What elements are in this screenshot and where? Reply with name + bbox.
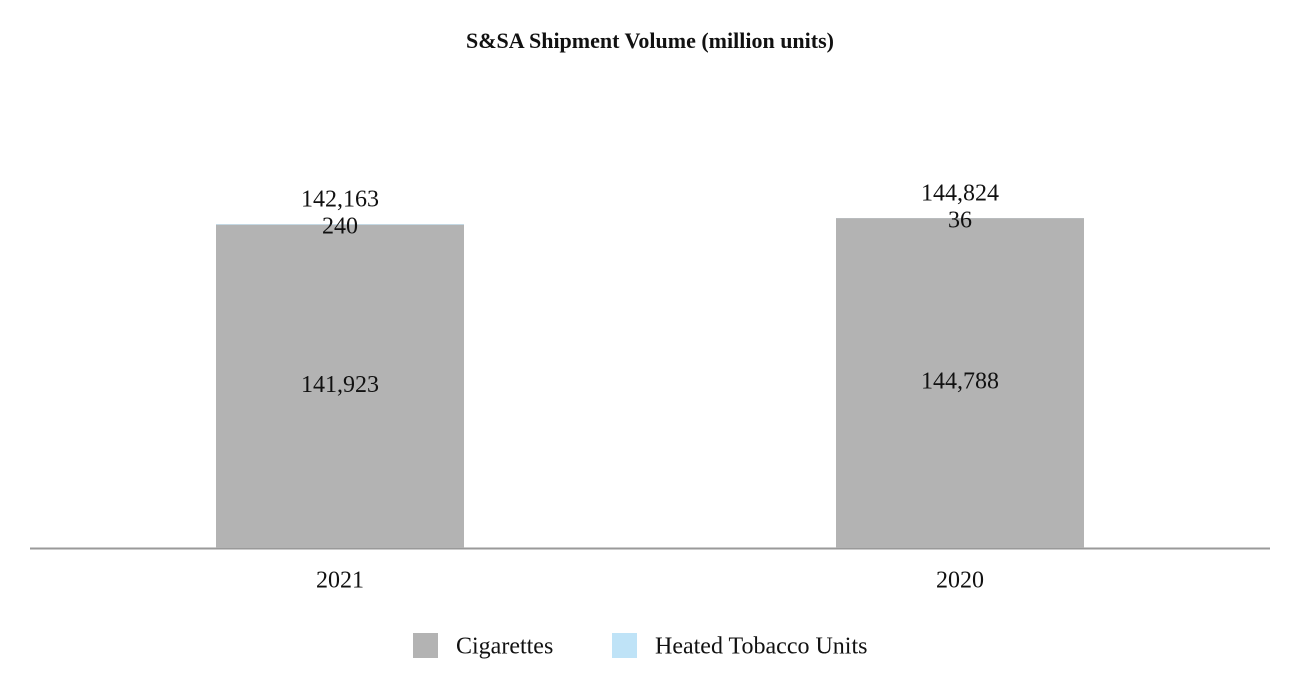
x-tick-label: 2020 xyxy=(936,568,984,594)
total-label: 144,824 xyxy=(921,181,999,207)
legend-swatch xyxy=(413,633,438,658)
legend-label: Cigarettes xyxy=(456,634,553,660)
total-label: 142,163 xyxy=(301,187,379,213)
value-label: 144,788 xyxy=(921,369,999,395)
bar-segment xyxy=(836,218,1084,548)
x-tick-label: 2021 xyxy=(316,568,364,594)
value-label: 240 xyxy=(322,214,358,240)
chart-title: S&SA Shipment Volume (million units) xyxy=(466,28,834,53)
bar-segment xyxy=(216,224,464,225)
value-label: 141,923 xyxy=(301,372,379,398)
legend-label: Heated Tobacco Units xyxy=(655,634,867,660)
legend-swatch xyxy=(612,633,637,658)
value-label: 36 xyxy=(948,208,972,234)
bar-segment xyxy=(216,224,464,549)
